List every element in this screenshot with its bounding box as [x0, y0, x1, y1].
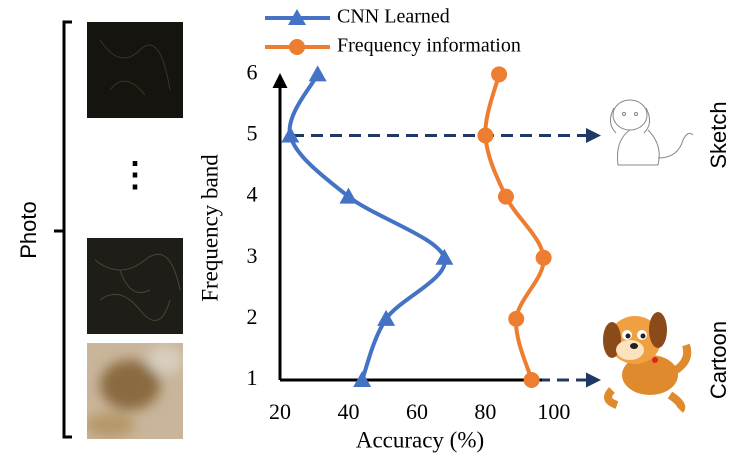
- x-tick-label: 60: [406, 399, 428, 424]
- series-line: [290, 74, 445, 380]
- x-axis-label: Accuracy (%): [356, 427, 484, 452]
- series-line: [485, 74, 543, 380]
- y-tick-label: 5: [247, 121, 258, 146]
- marker: [309, 65, 327, 81]
- legend-label: Frequency information: [337, 35, 521, 57]
- marker: [498, 189, 514, 205]
- marker: [289, 39, 305, 55]
- x-tick-label: 100: [537, 399, 570, 424]
- y-axis-label: Frequency band: [197, 154, 222, 302]
- ellipsis: ⋮: [118, 157, 152, 194]
- x-tick-label: 20: [269, 399, 291, 424]
- y-tick-label: 3: [247, 243, 258, 268]
- marker: [477, 127, 493, 143]
- figure: Photo ⋮ Sketch Cartoon Accuracy (%) Freq…: [0, 0, 732, 456]
- legend-label: CNN Learned: [337, 6, 450, 28]
- y-tick-label: 1: [247, 365, 258, 390]
- x-tick-label: 40: [337, 399, 359, 424]
- sketch-image: [610, 100, 693, 165]
- plot: 20 40 60 80 100 1 2 3 4 5 6 CNN Learned Frequency in…: [247, 6, 599, 424]
- marker: [508, 311, 524, 327]
- marker: [491, 66, 507, 82]
- legend-item: Frequency information: [265, 35, 521, 57]
- photo-tiles: [85, 22, 183, 439]
- legend-item: CNN Learned: [265, 6, 450, 28]
- sketch-label: Sketch: [706, 101, 731, 168]
- marker: [524, 372, 540, 388]
- y-tick-label: 6: [247, 59, 258, 84]
- y-tick-label: 4: [247, 182, 258, 207]
- cartoon-image: [603, 312, 687, 410]
- photo-label: Photo: [16, 201, 41, 259]
- marker: [536, 250, 552, 266]
- bracket: [54, 22, 72, 437]
- y-tick-label: 2: [247, 304, 258, 329]
- x-tick-label: 80: [474, 399, 496, 424]
- cartoon-label: Cartoon: [706, 321, 731, 399]
